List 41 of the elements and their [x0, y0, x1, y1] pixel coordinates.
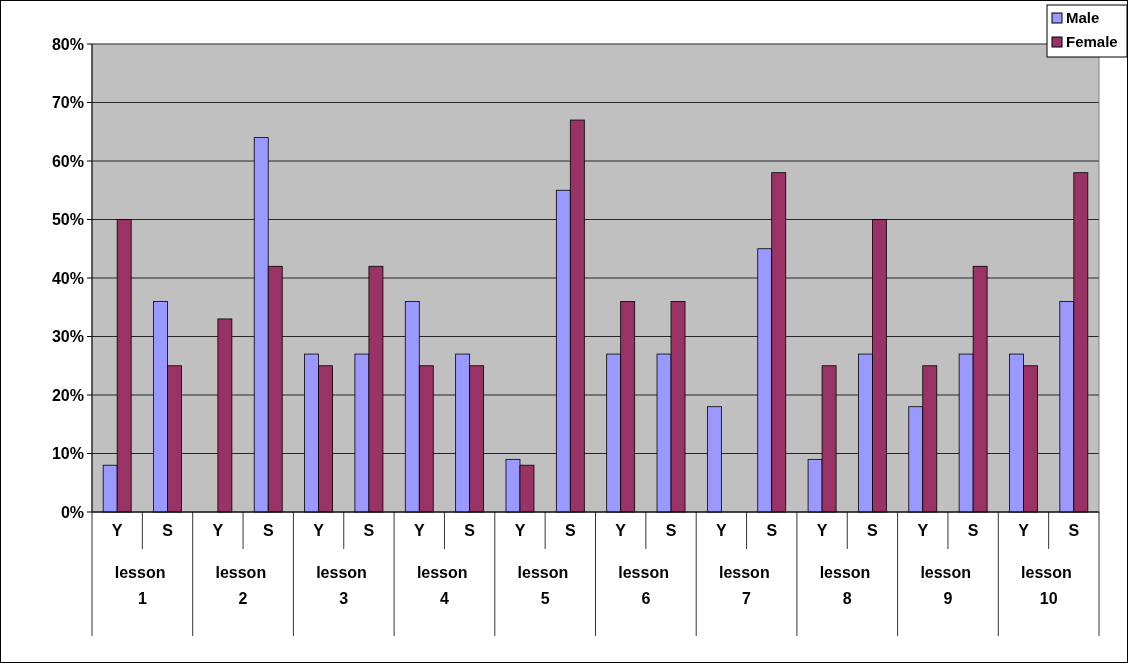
x-tick-label: Y [514, 521, 526, 539]
x-tick-label: S [967, 521, 979, 539]
x-tick-label: Y [413, 521, 425, 539]
x-tick-label: S [1068, 521, 1080, 539]
x-tick-label: Y [816, 521, 828, 539]
x-tick-label: S [665, 521, 677, 539]
y-tick-label: 20% [51, 386, 84, 404]
x-tick-label: Y [111, 521, 123, 539]
legend-label: Male [1066, 9, 1100, 27]
y-tick-label: 50% [51, 211, 84, 229]
text: lesson 10 [1021, 564, 1077, 607]
x-tick-label: Y [1018, 521, 1030, 539]
x-tick-label: S [564, 521, 576, 539]
x-tick-label: S [766, 521, 778, 539]
x-tick-label: Y [917, 521, 929, 539]
text: lesson 8 [819, 564, 875, 607]
text: lesson 2 [215, 564, 271, 607]
text: lesson 7 [718, 564, 775, 607]
text: lesson 5 [517, 564, 573, 607]
text: lesson 4 [416, 564, 473, 607]
text: lesson 1 [114, 564, 170, 607]
y-tick-label: 30% [51, 328, 84, 346]
x-tick-label: Y [313, 521, 325, 539]
y-tick-label: 0% [60, 503, 84, 521]
x-tick-label: Y [716, 521, 728, 539]
y-tick-label: 10% [51, 445, 84, 463]
x-tick-label: Y [615, 521, 627, 539]
x-tick-label: S [262, 521, 274, 539]
text: lesson 6 [618, 564, 674, 607]
x-tick-label: S [867, 521, 879, 539]
y-tick-label: 70% [51, 94, 84, 112]
x-tick-label: S [363, 521, 375, 539]
text: lesson 9 [920, 564, 976, 607]
x-tick-label: S [162, 521, 174, 539]
x-tick-label: S [464, 521, 476, 539]
y-tick-label: 40% [51, 269, 84, 287]
legend-label: Female [1066, 33, 1118, 51]
y-tick-label: 80% [51, 35, 84, 53]
text: lesson 3 [316, 564, 372, 607]
x-tick-label: Y [212, 521, 224, 539]
y-tick-label: 60% [51, 152, 84, 170]
